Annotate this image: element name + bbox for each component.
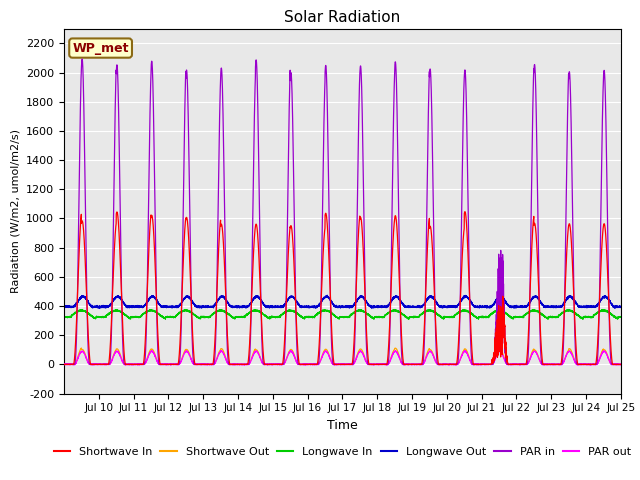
Text: WP_met: WP_met <box>72 42 129 55</box>
Legend: Shortwave In, Shortwave Out, Longwave In, Longwave Out, PAR in, PAR out: Shortwave In, Shortwave Out, Longwave In… <box>49 442 636 461</box>
X-axis label: Time: Time <box>327 419 358 432</box>
Y-axis label: Radiation (W/m2, umol/m2/s): Radiation (W/m2, umol/m2/s) <box>10 129 20 293</box>
Title: Solar Radiation: Solar Radiation <box>284 10 401 25</box>
